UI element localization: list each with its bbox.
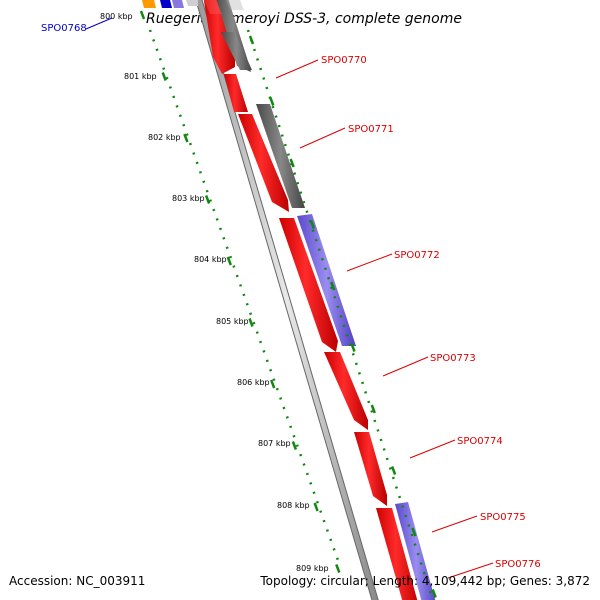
tick-mark-outer	[411, 527, 417, 537]
genome-backbone	[195, 0, 379, 600]
tick-mark	[204, 195, 211, 204]
tick-label: 801 kbp	[124, 72, 157, 81]
tick-mark	[313, 502, 319, 512]
cds-arrow	[256, 104, 305, 208]
cds-arrow	[297, 214, 356, 346]
tick-mark	[139, 10, 146, 20]
map-title: Ruegeria pomeroyi DSS-3, complete genome	[146, 11, 462, 27]
tick-mark-outer	[390, 466, 397, 475]
scale-ticks-outer	[248, 35, 437, 598]
tick-mark-outer	[269, 97, 275, 106]
gene-labels: SPO0768 SPO0770 SPO0771 SPO0772 SPO0773 …	[41, 23, 541, 570]
gene-label-spo0772[interactable]: SPO0772	[394, 250, 440, 261]
gene-label-spo0776[interactable]: SPO0776	[495, 559, 541, 570]
tick-label: 808 kbp	[277, 501, 310, 510]
tick-label: 809 kbp	[296, 564, 329, 573]
cds-faint	[204, 0, 244, 14]
cds-arrow	[354, 432, 387, 506]
tick-mark-outer	[289, 158, 295, 168]
gene-label-spo0770[interactable]: SPO0770	[321, 55, 367, 66]
tick-label: 800 kbp	[100, 12, 133, 21]
cds-spo0768-region[interactable]	[142, 0, 198, 8]
cds-arrow	[279, 218, 338, 352]
tick-mark	[161, 72, 167, 81]
tick-label: 807 kbp	[258, 439, 291, 448]
gene-label-spo0774[interactable]: SPO0774	[457, 436, 503, 447]
gene-label-spo0775[interactable]: SPO0775	[480, 512, 526, 523]
tick-label: 802 kbp	[148, 133, 181, 142]
gene-label-spo0771[interactable]: SPO0771	[348, 124, 394, 135]
tick-mark	[248, 318, 254, 327]
tick-mark	[291, 441, 298, 450]
cds-arrow	[395, 502, 436, 600]
tick-label: 803 kbp	[172, 194, 205, 203]
cds-arrow	[324, 352, 368, 430]
gene-label-spo0773[interactable]: SPO0773	[430, 353, 476, 364]
gene-label-spo0768[interactable]: SPO0768	[41, 23, 87, 34]
tick-mark	[183, 133, 189, 143]
gene-label-leaders	[85, 17, 494, 579]
tick-label: 806 kbp	[237, 378, 270, 387]
genome-summary-text: Topology: circular; Length: 4,109,442 bp…	[260, 574, 590, 588]
scale-ticks	[139, 10, 341, 573]
tick-mark-outer	[350, 343, 356, 352]
tick-mark-outer	[309, 220, 316, 229]
tick-label: 804 kbp	[194, 255, 227, 264]
tick-mark-outer	[370, 404, 376, 414]
tick-mark-outer	[431, 589, 437, 598]
cds-arrow	[203, 0, 235, 74]
cds-forward-strand[interactable]	[215, 0, 438, 600]
cds-arrow	[376, 508, 418, 600]
tick-mark-outer	[330, 281, 336, 291]
tick-mark	[270, 379, 276, 389]
cds-arrow	[238, 114, 289, 212]
tick-mark	[226, 256, 232, 266]
cds-arrow	[224, 74, 248, 112]
cds-arrow	[221, 32, 252, 70]
tick-label: 805 kbp	[216, 317, 249, 326]
cds-reverse-strand[interactable]	[203, 0, 420, 600]
tick-mark	[335, 564, 341, 573]
accession-text: Accession: NC_003911	[9, 574, 146, 588]
scale-labels: 800 kbp 801 kbp 802 kbp 803 kbp 804 kbp …	[100, 12, 329, 573]
tick-mark-outer	[248, 35, 255, 45]
